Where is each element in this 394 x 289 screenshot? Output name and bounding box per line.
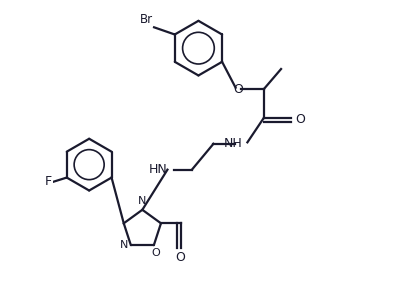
Text: O: O [151,248,160,258]
Text: O: O [296,113,305,126]
Text: F: F [45,175,52,188]
Text: NH: NH [223,137,242,150]
Text: N: N [138,196,147,206]
Text: O: O [176,251,186,264]
Text: O: O [233,83,243,96]
Text: Br: Br [139,13,152,26]
Text: N: N [120,240,128,250]
Text: HN: HN [149,163,167,176]
